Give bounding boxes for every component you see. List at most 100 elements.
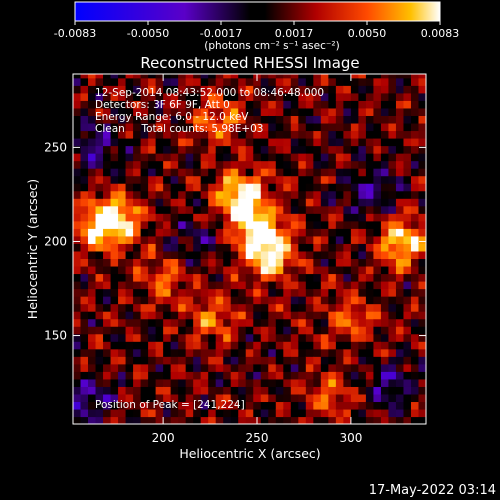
heatmap-cell [170, 303, 179, 312]
heatmap-cell [245, 145, 254, 154]
heatmap-cell [268, 100, 277, 109]
heatmap-cell [410, 416, 420, 424]
heatmap-cell [193, 341, 202, 350]
heatmap-cell [358, 348, 367, 357]
heatmap-cell [185, 198, 194, 207]
heatmap-cell [185, 356, 194, 365]
heatmap-cell [268, 130, 277, 139]
heatmap-cell [178, 107, 187, 116]
heatmap-cell [395, 74, 405, 79]
heatmap-cell [118, 190, 127, 199]
heatmap-cell [268, 280, 277, 290]
heatmap-cell [223, 356, 232, 365]
heatmap-cell [73, 318, 82, 327]
heatmap-cell [298, 401, 307, 410]
heatmap-cell [110, 198, 119, 207]
heatmap-cell [230, 220, 239, 229]
heatmap-cell [350, 311, 359, 320]
heatmap-cell [335, 220, 344, 229]
heatmap-cell [208, 130, 217, 139]
heatmap-cell [365, 258, 375, 267]
heatmap-cell [395, 378, 405, 387]
heatmap-cell [245, 280, 254, 290]
heatmap-cell [193, 168, 202, 177]
heatmap-cell [403, 273, 412, 282]
heatmap-cell [103, 258, 112, 267]
heatmap-cell [410, 160, 420, 169]
heatmap-cell [380, 130, 390, 139]
heatmap-cell [373, 235, 382, 244]
heatmap-cell [298, 145, 307, 154]
heatmap-cell [290, 168, 299, 177]
heatmap-cell [163, 190, 172, 199]
heatmap-cell [343, 190, 352, 199]
heatmap-cell [320, 348, 329, 357]
heatmap-cell [388, 371, 397, 380]
heatmap-cell [410, 122, 420, 132]
heatmap-cell [298, 137, 307, 147]
heatmap-cell [95, 311, 104, 320]
heatmap-cell [343, 311, 352, 320]
heatmap-cell [215, 401, 224, 410]
heatmap-cell [245, 122, 254, 132]
heatmap-cell [178, 137, 187, 147]
heatmap-cell [260, 130, 269, 139]
heatmap-cell [223, 183, 232, 192]
heatmap-cell [410, 265, 420, 275]
heatmap-cell [328, 115, 337, 124]
heatmap-cell [298, 220, 307, 229]
heatmap-cell [290, 228, 299, 237]
heatmap-cell [395, 318, 405, 327]
heatmap-cell [388, 85, 397, 94]
heatmap-cell [200, 363, 209, 372]
heatmap-cell [298, 190, 307, 199]
heatmap-cell [193, 378, 202, 387]
heatmap-cell [193, 107, 202, 116]
heatmap-cell [193, 77, 202, 86]
heatmap-cell [125, 280, 134, 290]
heatmap-cell [403, 190, 412, 199]
heatmap-cell [185, 107, 194, 116]
heatmap-cell [403, 341, 412, 350]
heatmap-cell [193, 122, 202, 132]
heatmap-cell [283, 348, 292, 357]
heatmap-cell [365, 326, 375, 335]
heatmap-cell [358, 205, 367, 214]
heatmap-cell [88, 401, 97, 410]
heatmap-cell [275, 288, 284, 297]
heatmap-cell [350, 258, 359, 267]
heatmap-cell [155, 228, 164, 237]
heatmap-cell [95, 235, 104, 244]
heatmap-cell [298, 85, 307, 94]
heatmap-cell [343, 100, 352, 109]
heatmap-cell [298, 288, 307, 297]
heatmap-cell [320, 77, 329, 86]
heatmap-cell [260, 311, 269, 320]
heatmap-cell [238, 145, 247, 154]
heatmap-cell [313, 265, 322, 275]
heatmap-cell [118, 348, 127, 357]
heatmap-cell [170, 318, 179, 327]
heatmap-cell [335, 74, 344, 79]
heatmap-cell [73, 416, 82, 424]
heatmap-cell [110, 130, 119, 139]
heatmap-cell [170, 258, 179, 267]
heatmap-cell [260, 205, 269, 214]
heatmap-cell [350, 408, 359, 418]
heatmap-cell [410, 183, 420, 192]
heatmap-cell [148, 92, 157, 101]
heatmap-cell [95, 160, 104, 169]
heatmap-cell [283, 265, 292, 275]
heatmap-cell [88, 160, 97, 169]
heatmap-cell [80, 175, 89, 184]
heatmap-cell [178, 92, 187, 101]
heatmap-cell [335, 386, 344, 395]
heatmap-cell [208, 250, 217, 260]
heatmap-cell [298, 235, 307, 244]
heatmap-cell [253, 303, 262, 312]
heatmap-cell [373, 393, 382, 403]
heatmap-cell [88, 100, 97, 109]
heatmap-cell [410, 220, 420, 229]
heatmap-cell [185, 386, 194, 395]
heatmap-cell [140, 85, 149, 94]
